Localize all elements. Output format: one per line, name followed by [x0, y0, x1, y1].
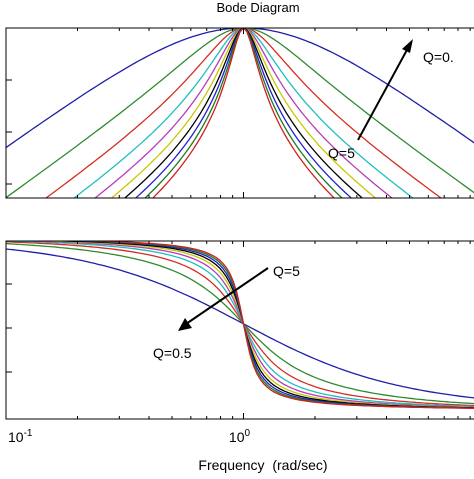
magnitude-series-q1: [6, 28, 474, 198]
phase-plot-frame: [5, 240, 474, 420]
q-label-mid: Q=5: [328, 145, 355, 161]
q-label-phase-bottom: Q=0.5: [153, 345, 192, 361]
phase-ticks: [5, 241, 471, 419]
magnitude-plot-frame: [5, 27, 474, 199]
x-tick-label-base: 10: [8, 429, 24, 445]
chart-title: Bode Diagram: [216, 0, 299, 15]
q-arrow-up: [357, 47, 409, 141]
magnitude-series-q2_5: [94, 28, 393, 198]
phase-series-q4_5: [65, 241, 474, 409]
phase-series-q3_5: [38, 241, 474, 409]
phase-series-group: [6, 241, 474, 409]
magnitude-series-q1_5: [44, 28, 443, 198]
magnitude-series-q4: [134, 28, 353, 198]
phase-series-q4: [51, 241, 474, 409]
phase-series-q2_5: [7, 241, 474, 408]
x-tick-label-exponent: 0: [245, 428, 251, 439]
q-arrow-up-head: [402, 39, 413, 53]
x-axis-label: Frequency (rad/sec): [198, 457, 327, 473]
x-tick-label-base: 10: [229, 429, 245, 445]
phase-series-q2: [6, 241, 474, 408]
x-tick-label: 10-1: [8, 428, 33, 445]
magnitude-ticks: [5, 28, 471, 198]
magnitude-series-q0_5: [6, 28, 474, 149]
q-label-phase-top: Q=5: [273, 263, 300, 279]
phase-series-q1_5: [6, 241, 474, 407]
phase-series-q3: [24, 241, 474, 409]
x-tick-label: 100: [229, 428, 251, 445]
magnitude-series-q3_5: [123, 28, 364, 198]
x-tick-label-exponent: -1: [24, 428, 33, 439]
phase-series-q1: [6, 242, 474, 405]
x-tick-labels: 10-1 100: [8, 428, 251, 445]
phase-axes: Q=5 Q=0.5: [5, 240, 474, 420]
magnitude-series-group: [6, 28, 474, 198]
q-arrow-down-left: [185, 267, 269, 325]
q-label-top: Q=0.: [423, 49, 454, 65]
magnitude-series-q5: [152, 28, 335, 198]
magnitude-series-q3: [110, 28, 377, 198]
magnitude-series-q2: [73, 28, 414, 198]
magnitude-axes: Q=0. Q=5: [5, 27, 474, 199]
phase-series-q5: [75, 241, 474, 409]
phase-series-q0_5: [6, 248, 474, 399]
magnitude-series-q4_5: [144, 28, 343, 198]
q-arrow-down-left-head: [178, 318, 192, 331]
